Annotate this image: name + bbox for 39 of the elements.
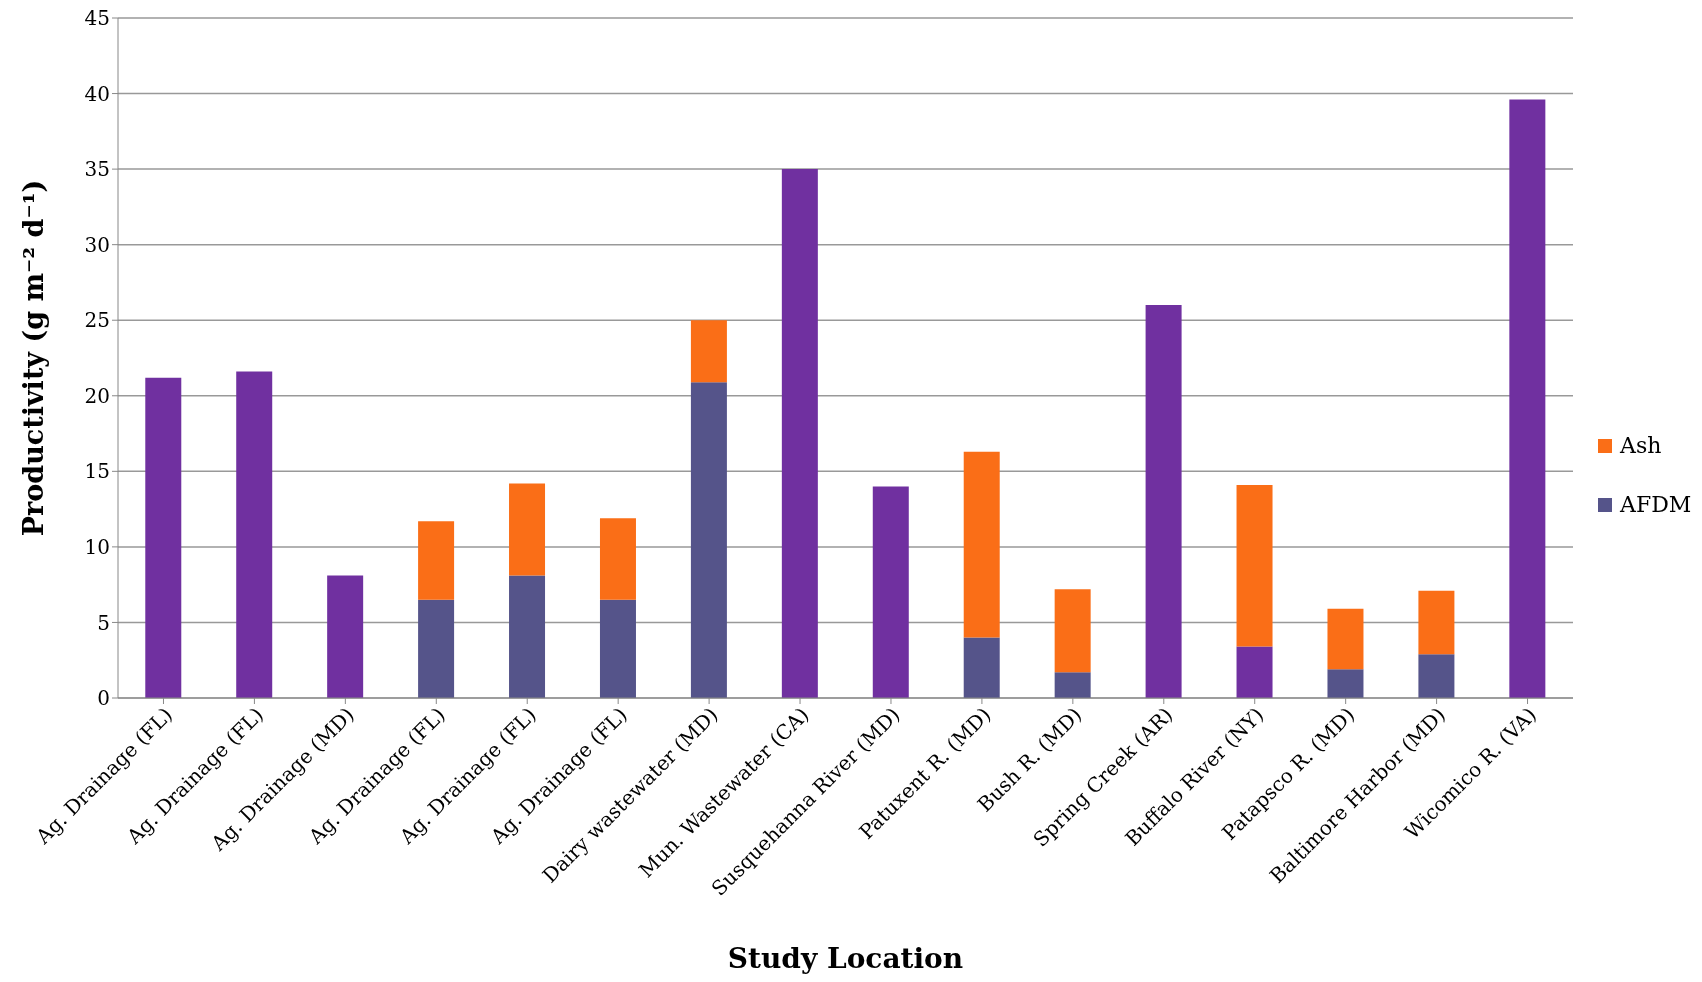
legend-label: AFDM (1620, 492, 1692, 517)
y-tick-label: 40 (84, 81, 110, 106)
y-tick-label: 30 (84, 232, 110, 257)
bar (1145, 305, 1182, 698)
bar (781, 169, 818, 698)
bar (1327, 669, 1364, 698)
bar (1327, 608, 1364, 670)
bar (145, 377, 182, 698)
bar (1054, 589, 1091, 673)
bar (1418, 590, 1455, 655)
bar (418, 521, 455, 600)
y-tick-label: 0 (97, 686, 110, 711)
bar (418, 599, 455, 698)
y-tick-label: 10 (84, 534, 110, 559)
bar (599, 599, 636, 698)
bar (690, 382, 727, 698)
y-tick-label: 15 (84, 459, 110, 484)
bar (872, 486, 909, 698)
bar (509, 483, 546, 576)
bar (599, 518, 636, 600)
y-tick-label: 35 (84, 157, 110, 182)
x-axis-title: Study Location (727, 942, 964, 975)
bar (1418, 654, 1455, 698)
bar (1054, 672, 1091, 698)
legend-label: Ash (1620, 433, 1662, 458)
y-tick-label: 5 (97, 610, 110, 635)
y-tick-label: 45 (84, 6, 110, 31)
bar (963, 637, 1000, 698)
bar (963, 451, 1000, 638)
bar (1509, 99, 1546, 698)
y-tick-label: 25 (84, 308, 110, 333)
bar (1236, 484, 1273, 647)
y-tick-label: 20 (84, 383, 110, 408)
bar (509, 575, 546, 698)
y-axis-title: Productivity (g m⁻² d⁻¹) (17, 179, 49, 537)
bar (1236, 646, 1273, 698)
bar (327, 575, 364, 698)
bar (236, 371, 273, 698)
bar (690, 320, 727, 383)
